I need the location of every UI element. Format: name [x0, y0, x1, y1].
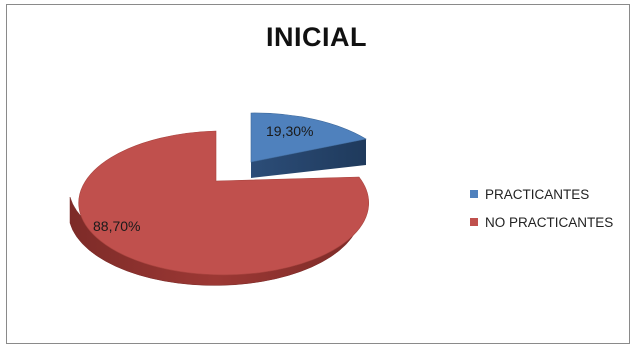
legend-swatch-no-practicantes — [470, 218, 478, 226]
pie-slice-practicantes-side — [251, 139, 366, 178]
legend-label-practicantes: PRACTICANTES — [485, 186, 590, 202]
legend-item-no-practicantes: NO PRACTICANTES — [470, 208, 613, 236]
legend-item-practicantes: PRACTICANTES — [470, 180, 613, 208]
legend-label-no-practicantes: NO PRACTICANTES — [485, 214, 614, 230]
pie-slice-no-practicantes — [78, 130, 369, 276]
chart-title: INICIAL — [266, 22, 367, 52]
data-label-no-practicantes: 88,70% — [93, 218, 140, 234]
data-label-practicantes: 19,30% — [266, 123, 313, 139]
legend-swatch-practicantes — [470, 190, 478, 198]
legend: PRACTICANTES NO PRACTICANTES — [470, 180, 613, 236]
pie-slice-practicantes — [250, 112, 367, 163]
